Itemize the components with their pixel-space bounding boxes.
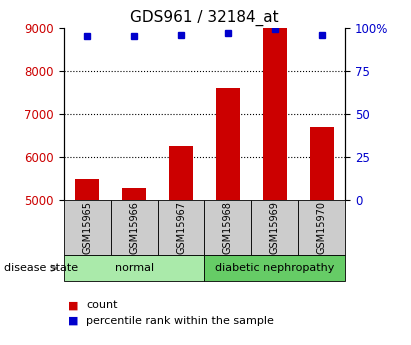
Bar bbox=[205, 200, 252, 255]
Bar bbox=[252, 200, 298, 255]
Title: GDS961 / 32184_at: GDS961 / 32184_at bbox=[130, 10, 279, 26]
Text: ■: ■ bbox=[68, 316, 79, 326]
Bar bbox=[157, 200, 205, 255]
Bar bbox=[76, 179, 99, 200]
Text: diabetic nephropathy: diabetic nephropathy bbox=[215, 263, 335, 273]
Bar bbox=[310, 127, 333, 200]
Text: count: count bbox=[86, 300, 118, 310]
Text: GSM15969: GSM15969 bbox=[270, 201, 280, 254]
Text: ■: ■ bbox=[68, 300, 79, 310]
Text: GSM15970: GSM15970 bbox=[317, 201, 327, 254]
Bar bbox=[216, 88, 240, 200]
Bar bbox=[169, 146, 193, 200]
Bar bbox=[205, 255, 345, 281]
Text: GSM15967: GSM15967 bbox=[176, 201, 186, 254]
Bar bbox=[64, 200, 111, 255]
Text: disease state: disease state bbox=[4, 263, 78, 273]
Text: percentile rank within the sample: percentile rank within the sample bbox=[86, 316, 274, 326]
Text: GSM15966: GSM15966 bbox=[129, 201, 139, 254]
Text: GSM15968: GSM15968 bbox=[223, 201, 233, 254]
Bar bbox=[263, 28, 286, 200]
Bar bbox=[122, 188, 146, 200]
Text: normal: normal bbox=[115, 263, 154, 273]
Bar bbox=[64, 255, 205, 281]
Text: GSM15965: GSM15965 bbox=[82, 201, 92, 254]
Bar bbox=[111, 200, 157, 255]
Bar bbox=[298, 200, 345, 255]
